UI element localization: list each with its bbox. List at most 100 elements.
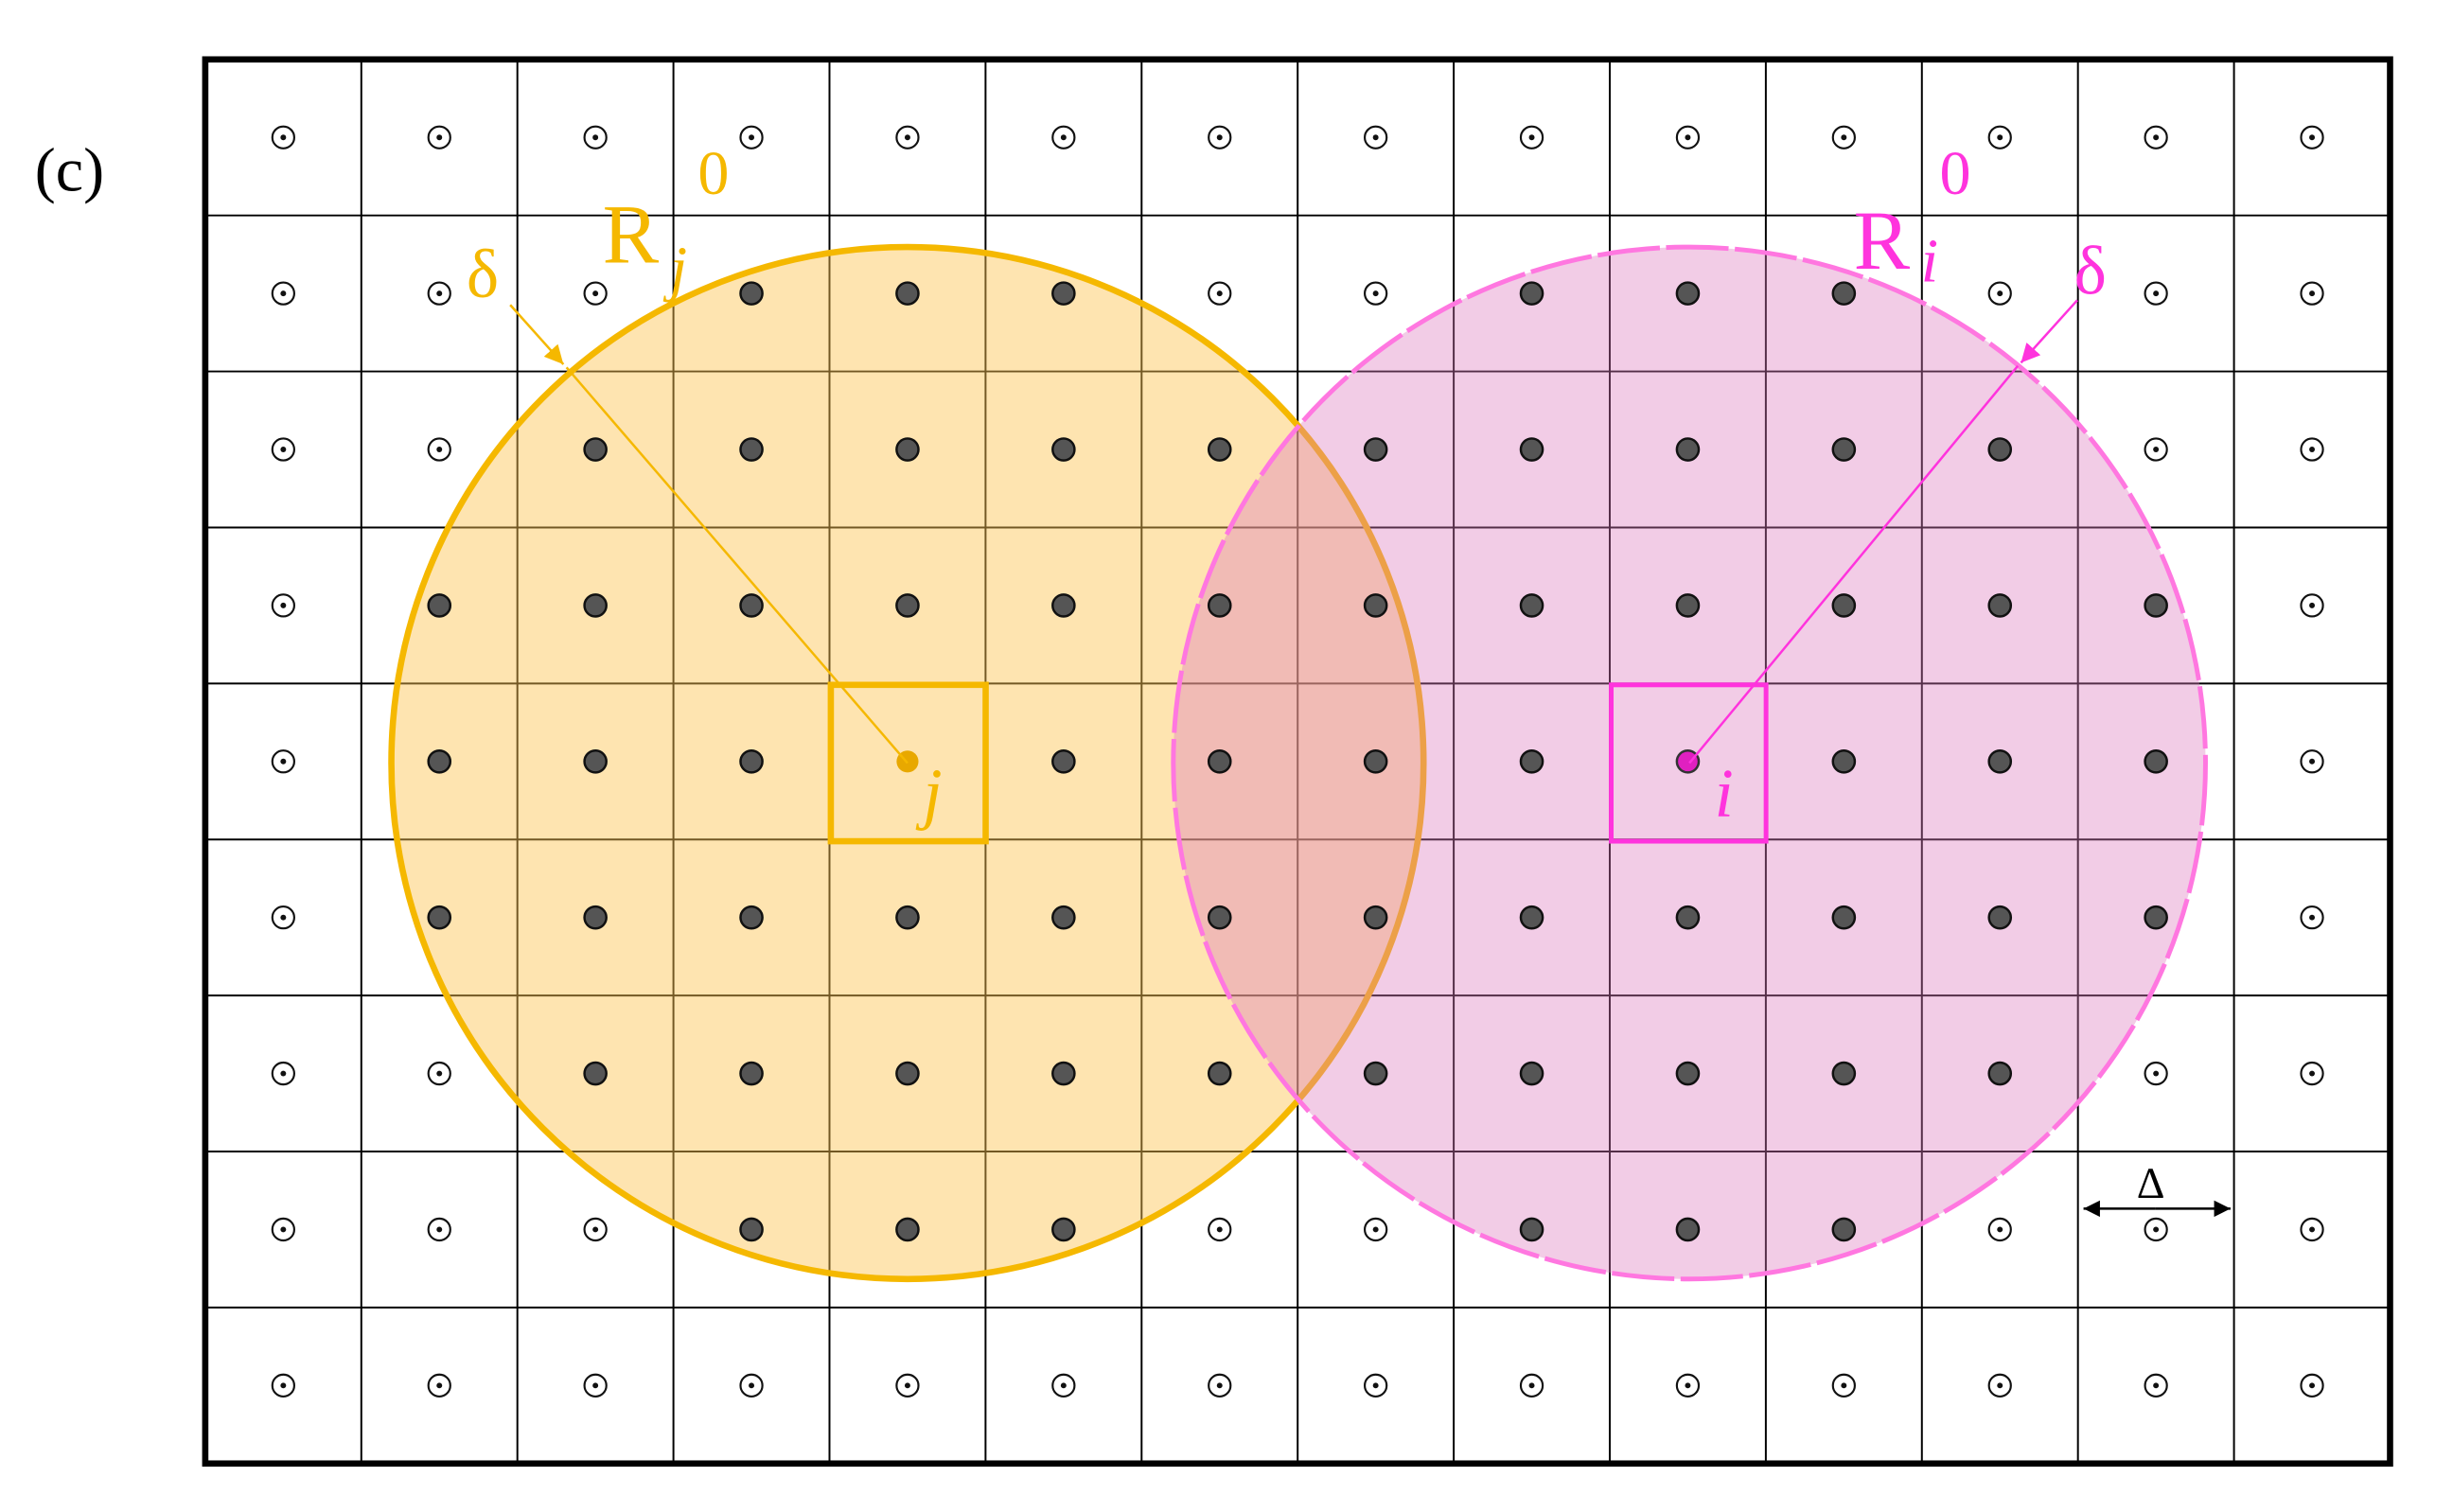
point-dot xyxy=(2309,1382,2316,1389)
point xyxy=(1987,1061,2013,1086)
point xyxy=(1675,1061,1701,1086)
point-dot xyxy=(2309,134,2316,141)
delta-label: δ xyxy=(467,236,499,312)
point xyxy=(1363,593,1388,618)
point xyxy=(1519,1061,1544,1086)
point-dot xyxy=(280,602,287,608)
point-dot xyxy=(904,134,910,141)
point xyxy=(1831,1061,1857,1086)
point xyxy=(2144,1373,2168,1398)
point xyxy=(1675,281,1701,306)
point-dot xyxy=(1841,1382,1847,1389)
point xyxy=(1987,437,2013,462)
point xyxy=(739,1061,764,1086)
point xyxy=(895,1217,920,1242)
point xyxy=(1363,905,1388,930)
point xyxy=(583,593,608,618)
point xyxy=(1051,281,1076,306)
point-dot xyxy=(2309,447,2316,452)
point xyxy=(2300,1373,2324,1398)
point xyxy=(1051,593,1076,618)
point-dot xyxy=(1685,134,1691,141)
point-dot xyxy=(592,1382,599,1389)
point-dot xyxy=(280,1070,287,1077)
point xyxy=(2144,905,2168,930)
point xyxy=(739,281,764,306)
point-dot xyxy=(436,134,443,141)
point-dot xyxy=(2153,134,2160,141)
point-dot xyxy=(749,1382,755,1389)
point xyxy=(1519,1217,1544,1242)
point xyxy=(895,1061,920,1086)
point xyxy=(1987,1373,2012,1398)
point-dot xyxy=(1372,134,1379,141)
point-dot xyxy=(1372,1382,1379,1389)
point-dot xyxy=(1997,1226,2003,1233)
point-dot xyxy=(1060,134,1067,141)
point xyxy=(2300,1217,2324,1242)
point xyxy=(2144,437,2168,462)
point-dot xyxy=(436,447,443,452)
point xyxy=(583,281,608,306)
point xyxy=(1051,748,1076,774)
point-dot xyxy=(1372,290,1379,297)
point-dot xyxy=(2153,290,2160,297)
point xyxy=(271,281,295,306)
region-subscript: i xyxy=(1921,226,1938,295)
point xyxy=(1051,437,1076,462)
point xyxy=(271,1061,295,1086)
point xyxy=(2144,1061,2168,1086)
region-symbol: R xyxy=(603,188,660,282)
point-dot xyxy=(1528,1382,1535,1389)
point xyxy=(1363,1373,1388,1398)
center-label: i xyxy=(1715,755,1734,832)
point xyxy=(1987,281,2012,306)
point xyxy=(2144,1217,2168,1242)
point xyxy=(1363,281,1388,306)
panel-label: (c) xyxy=(35,136,104,205)
point xyxy=(1831,1373,1856,1398)
point xyxy=(1051,1061,1076,1086)
point-dot xyxy=(1685,1382,1691,1389)
point xyxy=(1831,125,1856,149)
point-dot xyxy=(280,1226,287,1233)
point xyxy=(583,125,608,149)
point-dot xyxy=(2309,602,2316,608)
point xyxy=(1208,125,1232,149)
point xyxy=(1831,593,1857,618)
point-dot xyxy=(1997,290,2003,297)
point xyxy=(583,437,608,462)
point xyxy=(1363,1217,1388,1242)
point-dot xyxy=(280,758,287,765)
point xyxy=(583,748,608,774)
point xyxy=(583,1061,608,1086)
point-dot xyxy=(2153,1070,2160,1077)
point xyxy=(1051,905,1076,930)
point xyxy=(2144,593,2168,618)
point xyxy=(1519,281,1544,306)
point xyxy=(1987,125,2012,149)
point xyxy=(2144,281,2168,306)
radius-i xyxy=(1688,364,2020,765)
point-dot xyxy=(1216,1382,1223,1389)
point-dot xyxy=(280,290,287,297)
point xyxy=(427,593,452,618)
delta-arrow-i xyxy=(2020,299,2078,364)
point-dot xyxy=(1060,1382,1067,1389)
point xyxy=(1207,593,1232,618)
point xyxy=(1208,281,1232,306)
delta-label: δ xyxy=(2074,233,2107,309)
point-dot xyxy=(592,134,599,141)
point xyxy=(1519,905,1544,930)
point xyxy=(1519,437,1544,462)
point xyxy=(2300,749,2324,774)
point xyxy=(1831,281,1857,306)
point-dot xyxy=(1372,1226,1379,1233)
point xyxy=(1831,437,1857,462)
point xyxy=(1207,905,1232,930)
point xyxy=(1363,748,1388,774)
region-subscript: j xyxy=(662,235,687,304)
point xyxy=(427,1373,451,1398)
point xyxy=(739,905,764,930)
